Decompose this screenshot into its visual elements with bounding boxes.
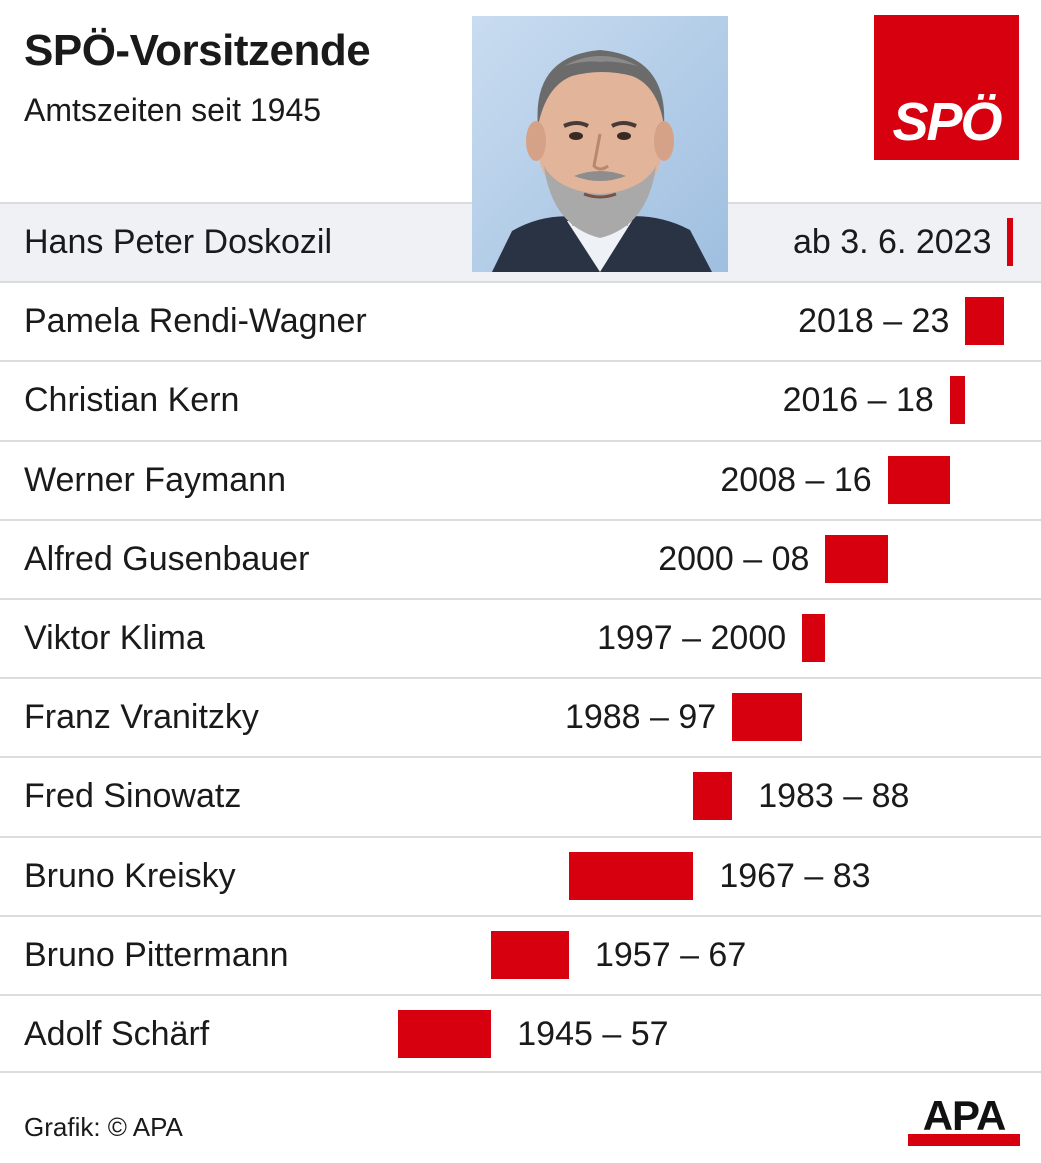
timeline-row: Christian Kern 2016 – 18	[0, 360, 1041, 439]
timeline-row: Bruno Kreisky 1967 – 83	[0, 835, 1041, 915]
timeline-row: Werner Faymann 2008 – 16	[0, 439, 1041, 519]
term-label: 2008 – 16	[720, 460, 872, 499]
term-bar	[568, 851, 694, 900]
term-bar	[949, 376, 966, 425]
leader-name: Bruno Pittermann	[24, 935, 289, 974]
timeline-row: Bruno Pittermann 1957 – 67	[0, 914, 1041, 994]
term-label: 2018 – 23	[798, 302, 950, 341]
term-label: 1957 – 67	[594, 935, 747, 974]
term-label: 1997 – 2000	[597, 618, 787, 657]
leader-name: Adolf Schärf	[24, 1014, 210, 1053]
chart-title: SPÖ-Vorsitzende	[24, 26, 371, 75]
timeline-row: Franz Vranitzky 1988 – 97	[0, 677, 1041, 756]
timeline-row: Fred Sinowatz 1983 – 88	[0, 756, 1041, 835]
apa-logo-stripe	[908, 1134, 1020, 1146]
leader-name: Hans Peter Doskozil	[24, 223, 333, 261]
term-bar	[693, 772, 733, 821]
timeline-row: Viktor Klima 1997 – 2000	[0, 597, 1041, 677]
term-label: 2016 – 18	[782, 381, 934, 420]
timeline-row: Pamela Rendi-Wagner 2018 – 23	[0, 281, 1041, 360]
timeline-row: Alfred Gusenbauer 2000 – 08	[0, 518, 1041, 598]
term-bar	[965, 297, 1005, 346]
leader-name: Werner Faymann	[24, 460, 287, 499]
leader-name: Viktor Klima	[24, 618, 205, 657]
term-label: 1945 – 57	[517, 1014, 669, 1053]
term-label: 1983 – 88	[758, 777, 910, 816]
term-label: 2000 – 08	[658, 539, 810, 578]
leader-name: Fred Sinowatz	[24, 777, 242, 816]
timeline-row: Adolf Schärf 1945 – 57	[0, 993, 1041, 1074]
term-label: ab 3. 6. 2023	[792, 223, 992, 261]
term-label: 1988 – 97	[564, 698, 717, 737]
apa-logo: APA	[908, 1094, 1020, 1146]
term-bar	[732, 693, 803, 742]
leader-name: Christian Kern	[24, 381, 240, 420]
term-bar	[398, 1009, 492, 1058]
chart-rows: Hans Peter Doskozil ab 3. 6. 2023 Pamela R…	[0, 202, 1041, 1074]
leader-name: Pamela Rendi-Wagner	[24, 302, 367, 341]
term-bar	[491, 930, 569, 979]
term-bar	[1007, 218, 1014, 266]
term-label: 1967 – 83	[719, 856, 871, 895]
spo-logo: SPÖ	[874, 15, 1019, 160]
leader-name: Alfred Gusenbauer	[24, 539, 310, 578]
leader-name: Franz Vranitzky	[24, 698, 259, 737]
term-bar	[802, 613, 826, 662]
portrait-photo	[472, 16, 728, 272]
term-bar	[825, 534, 888, 583]
term-bar	[887, 455, 950, 504]
spo-logo-text: SPÖ	[892, 92, 1002, 152]
leader-name: Bruno Kreisky	[24, 856, 236, 895]
chart-subtitle: Amtszeiten seit 1945	[24, 92, 322, 128]
source-credit: Grafik: © APA	[24, 1112, 183, 1142]
apa-logo-text: APA	[922, 1092, 1007, 1139]
